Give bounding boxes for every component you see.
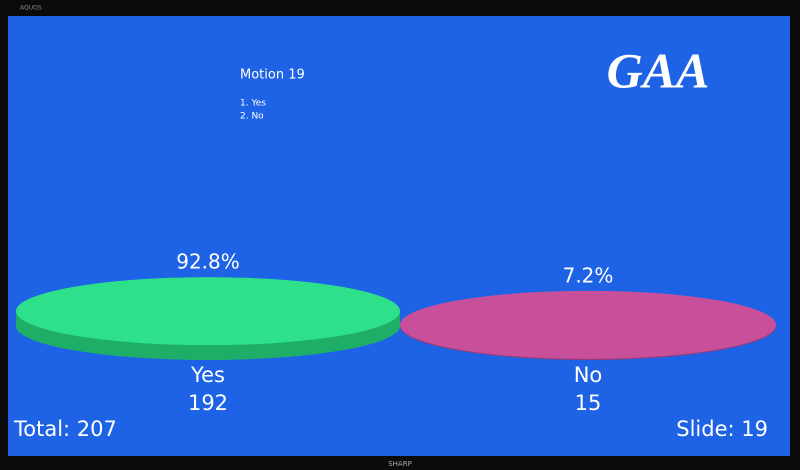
disc-top [16,277,400,346]
count-label: 15 [575,391,602,415]
count-label: 192 [188,391,228,415]
brand-bottom: SHARP [388,460,412,468]
category-label: No [574,363,603,387]
slide-number: Slide: 19 [676,417,768,441]
slide-title: Motion 19 [240,68,305,83]
total: Total: 207 [13,417,117,441]
percent-label: 7.2% [563,263,614,287]
category-label: Yes [190,363,225,387]
slide-background [8,16,790,456]
option: 1. Yes [240,99,266,109]
option: 2. No [240,112,264,122]
percent-label: 92.8% [176,250,240,274]
brand-top: AQUOS [20,5,42,12]
disc-top [400,290,776,359]
logo: GAA [607,42,710,98]
